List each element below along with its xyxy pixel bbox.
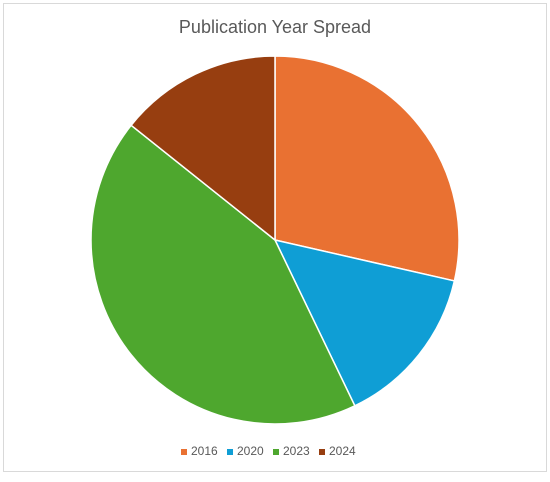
legend-swatch (181, 449, 187, 455)
pie-slice (90, 124, 356, 425)
pie-slice (130, 55, 276, 242)
pie-slice (274, 55, 460, 282)
pie (90, 55, 460, 425)
legend-swatch (319, 449, 325, 455)
legend-label: 2024 (329, 444, 356, 458)
legend-label: 2020 (237, 444, 264, 458)
legend: 2016 2020 2023 2024 (181, 444, 356, 458)
legend-label: 2023 (283, 444, 310, 458)
chart-title: Publication Year Spread (179, 17, 371, 37)
legend-swatch (273, 449, 279, 455)
legend-label: 2016 (191, 444, 218, 458)
pie-slice (273, 238, 456, 407)
legend-swatch (227, 449, 233, 455)
